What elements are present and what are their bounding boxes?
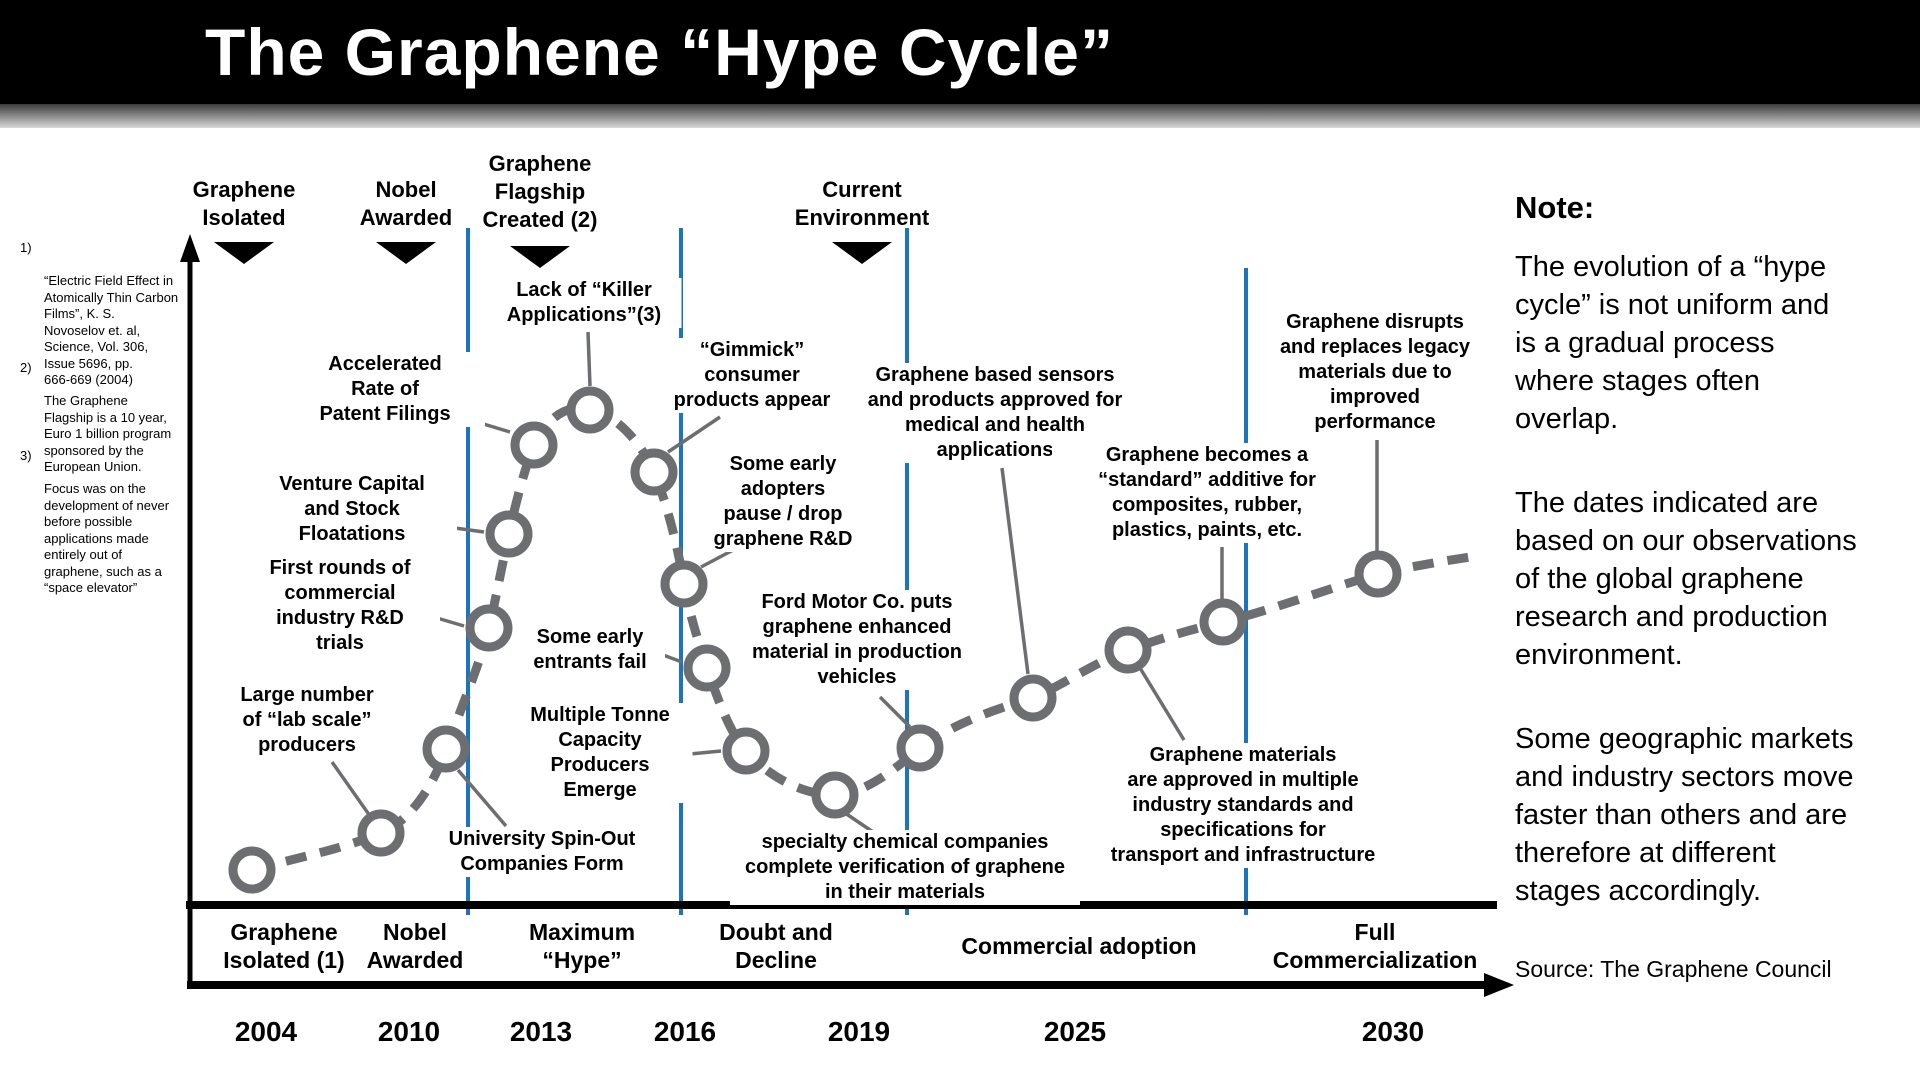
annotation-patent-filings: Accelerated Rate of Patent Filings <box>285 352 485 427</box>
curve-node-circle <box>228 846 276 894</box>
milestone-arrow-icon <box>214 242 274 264</box>
footnote-2: 2) The Graphene Flagship is a 10 year, E… <box>20 360 194 476</box>
annotation-specialty-chemical: specialty chemical companies complete ve… <box>730 830 1080 905</box>
annotation-materials-approved: Graphene materials are approved in multi… <box>1083 743 1403 868</box>
year-label-2004: 2004 <box>234 1016 298 1047</box>
annotation-disrupts-legacy: Graphene disrupts and replaces legacy ma… <box>1260 310 1490 435</box>
curve-node-circle <box>1104 626 1152 674</box>
milestone-label-graphene-isolated: Graphene Isolated <box>192 177 296 230</box>
footnote-text: Focus was on the development of never be… <box>44 481 170 595</box>
milestone-label-current-environment: Current Environment <box>794 177 930 230</box>
year-label-2019: 2019 <box>827 1016 891 1047</box>
page-title: The Graphene “Hype Cycle” <box>205 15 1114 89</box>
curve-node-circle <box>510 421 558 469</box>
footnote-number: 2) <box>20 360 32 375</box>
milestone-arrow-icon <box>510 246 570 268</box>
curve-node-circle <box>485 510 533 558</box>
curve-node-circle <box>683 644 731 692</box>
leader-line-materials-approved <box>1138 667 1186 741</box>
leader-line-early-entrants <box>662 653 683 664</box>
leader-line-ford <box>878 695 912 729</box>
annotation-killer-applications: Lack of “Killer Applications”(3) <box>486 278 682 328</box>
note-paragraph-1: The evolution of a “hype cycle” is not u… <box>1515 251 1830 435</box>
note-heading: Note: <box>1515 190 1595 225</box>
annotation-standard-additive: Graphene becomes a “standard” additive f… <box>1052 443 1362 543</box>
milestone-arrow-icon <box>832 242 892 264</box>
annotation-early-adopters-pause: Some early adopters pause / drop graphen… <box>693 452 873 552</box>
curve-node-circle <box>630 448 678 496</box>
leader-line-sensors <box>1000 467 1030 675</box>
title-bar-gradient <box>0 104 1920 128</box>
leader-line-lab-scale <box>330 760 372 818</box>
annotation-university-spinout: University Spin-Out Companies Form <box>422 827 662 877</box>
stage-label-commercial-adoption: Commercial adoption <box>961 933 1197 959</box>
leader-line-university-spinout <box>456 768 508 828</box>
footnote-1: 1) “Electric Field Effect in Atomically … <box>20 240 194 389</box>
curve-node-circle <box>660 560 708 608</box>
footnote-text: “Electric Field Effect in Atomically Thi… <box>44 273 179 387</box>
annotation-gimmick-products: “Gimmick” consumer products appear <box>647 338 857 413</box>
annotation-multiple-tonne: Multiple Tonne Capacity Producers Emerge <box>507 703 693 803</box>
curve-node-circle <box>896 724 944 772</box>
curve-node-circle <box>722 727 770 775</box>
leader-line-killer-apps <box>586 331 592 387</box>
curve-node-circle <box>465 604 513 652</box>
title-bar: The Graphene “Hype Cycle” <box>0 0 1920 104</box>
annotation-early-entrants-fail: Some early entrants fail <box>515 625 665 675</box>
stage-label-nobel-awarded: Nobel Awarded <box>366 919 464 973</box>
stage-label-maximum-hype: Maximum “Hype” <box>528 919 636 973</box>
footnote-number: 3) <box>20 448 32 463</box>
stage-label-graphene-isolated: Graphene Isolated (1) <box>223 919 345 973</box>
milestone-arrow-icon <box>376 242 436 264</box>
leader-line-gimmick <box>667 415 721 454</box>
year-label-2030: 2030 <box>1361 1016 1425 1047</box>
curve-node-circle <box>811 771 859 819</box>
year-label-2010: 2010 <box>377 1016 441 1047</box>
leader-line-first-rounds <box>436 616 465 628</box>
year-label-2025: 2025 <box>1043 1016 1107 1047</box>
footnote-number: 1) <box>20 240 32 255</box>
curve-node-circle <box>357 809 405 857</box>
curve-node-circle <box>1199 598 1247 646</box>
leader-line-multiple-tonne <box>689 749 722 756</box>
curve-node-circle <box>566 386 614 434</box>
curve-nodes <box>228 386 1402 894</box>
milestone-label-nobel-awarded: Nobel Awarded <box>359 177 453 230</box>
curve-node-circle <box>1009 674 1057 722</box>
stage-label-full-commercialization: Full Commercialization <box>1272 919 1478 973</box>
y-axis-arrowhead <box>180 234 200 262</box>
milestone-label-flagship-created: Graphene Flagship Created (2) <box>482 151 598 232</box>
curve-node-circle <box>1354 550 1402 598</box>
footnote-3: 3) Focus was on the development of never… <box>20 448 194 597</box>
curve-node-circle <box>422 725 470 773</box>
annotation-venture-capital: Venture Capital and Stock Floatations <box>247 472 457 547</box>
annotation-ford-motor: Ford Motor Co. puts graphene enhanced ma… <box>732 590 982 690</box>
note-panel: Note: The evolution of a “hype cycle” is… <box>1515 190 1910 983</box>
timeline-arrowhead <box>1484 973 1514 997</box>
footnote-text: The Graphene Flagship is a 10 year, Euro… <box>44 393 172 474</box>
leader-line-venture-capital <box>454 526 485 534</box>
annotation-first-rounds-rd: First rounds of commercial industry R&D … <box>240 556 440 656</box>
note-paragraph-2: The dates indicated are based on our obs… <box>1515 487 1857 671</box>
year-label-2013: 2013 <box>509 1016 573 1047</box>
note-paragraph-3: Some geographic markets and industry sec… <box>1515 723 1854 907</box>
source-credit: Source: The Graphene Council <box>1515 956 1832 982</box>
annotation-lab-scale-producers: Large number of “lab scale” producers <box>207 683 407 758</box>
stage-label-doubt-decline: Doubt and Decline <box>719 919 833 973</box>
year-label-2016: 2016 <box>653 1016 717 1047</box>
